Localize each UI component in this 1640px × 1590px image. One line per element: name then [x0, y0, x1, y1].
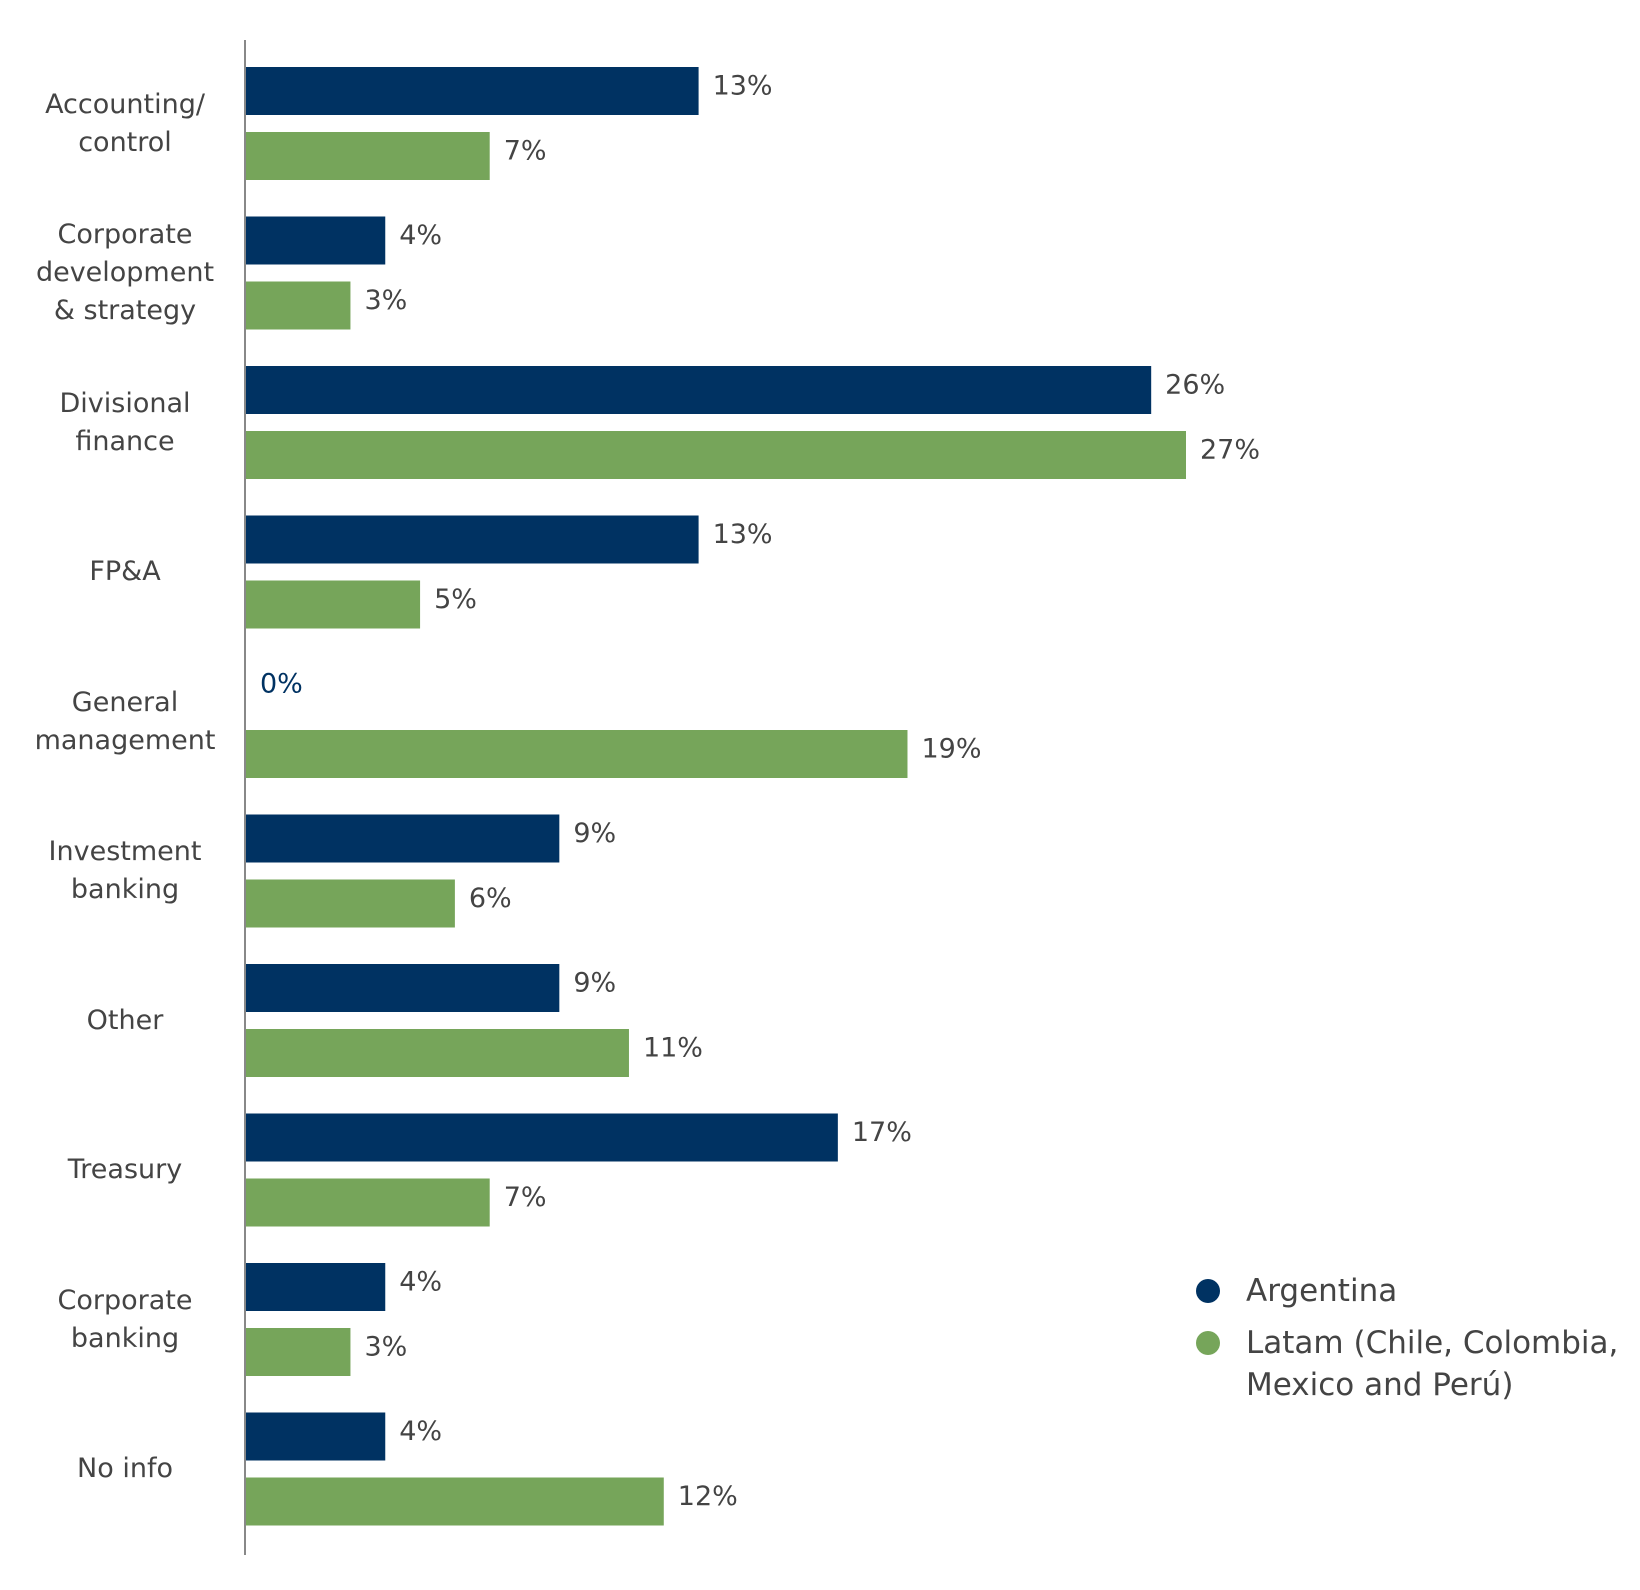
category-label: Treasury: [67, 1154, 183, 1185]
category-label: FP&A: [89, 556, 161, 587]
bar: [246, 1328, 351, 1376]
value-label: 5%: [434, 584, 477, 615]
value-label: 13%: [713, 519, 773, 550]
bar: [246, 1477, 664, 1526]
value-label: 19%: [921, 734, 981, 765]
value-label: 3%: [364, 1332, 407, 1363]
bar: [246, 1029, 629, 1077]
bar: [246, 730, 908, 778]
value-label: 17%: [852, 1117, 912, 1148]
bar: [246, 580, 421, 629]
value-label: 13%: [713, 71, 773, 102]
bar: [246, 515, 699, 564]
value-label: 7%: [504, 136, 547, 167]
bar: [246, 281, 351, 330]
category-label: Corporate banking: [57, 1284, 193, 1354]
bar: [246, 879, 455, 928]
legend-marker: [1196, 1331, 1220, 1355]
category-label: General management: [34, 686, 216, 756]
category-label: No info: [77, 1453, 173, 1484]
legend-label: Latam (Chile, Colombia, Mexico and Perú): [1246, 1325, 1619, 1403]
value-label: 9%: [573, 818, 616, 849]
value-label: 27%: [1200, 435, 1260, 466]
bar: [246, 366, 1152, 414]
category-label: Investment banking: [48, 836, 202, 905]
bar: [246, 964, 560, 1012]
category-label: Accounting/ control: [45, 88, 205, 158]
bar: [246, 1113, 838, 1162]
legend-marker: [1196, 1279, 1220, 1303]
bar: [246, 1178, 490, 1227]
value-label: 12%: [678, 1481, 738, 1512]
value-label: 11%: [643, 1033, 703, 1064]
value-label: 4%: [399, 1267, 442, 1298]
category-label: Divisional finance: [59, 387, 191, 457]
value-label: 4%: [399, 1416, 442, 1447]
category-label: Corporate development & strategy: [35, 219, 215, 326]
value-label: 26%: [1165, 370, 1225, 401]
bar: [246, 1263, 386, 1311]
bar: [246, 216, 386, 265]
value-label: 3%: [364, 285, 407, 316]
value-label: 0%: [260, 669, 303, 700]
bar: [246, 431, 1186, 479]
value-label: 6%: [469, 883, 512, 914]
value-label: 9%: [573, 968, 616, 999]
legend-label: Argentina: [1246, 1273, 1398, 1309]
category-label: Other: [86, 1004, 164, 1036]
bar: [246, 132, 490, 180]
bar: [246, 814, 560, 863]
value-label: 7%: [504, 1182, 547, 1213]
bar: [246, 1412, 386, 1461]
bar: [246, 67, 699, 115]
value-label: 4%: [399, 220, 442, 251]
